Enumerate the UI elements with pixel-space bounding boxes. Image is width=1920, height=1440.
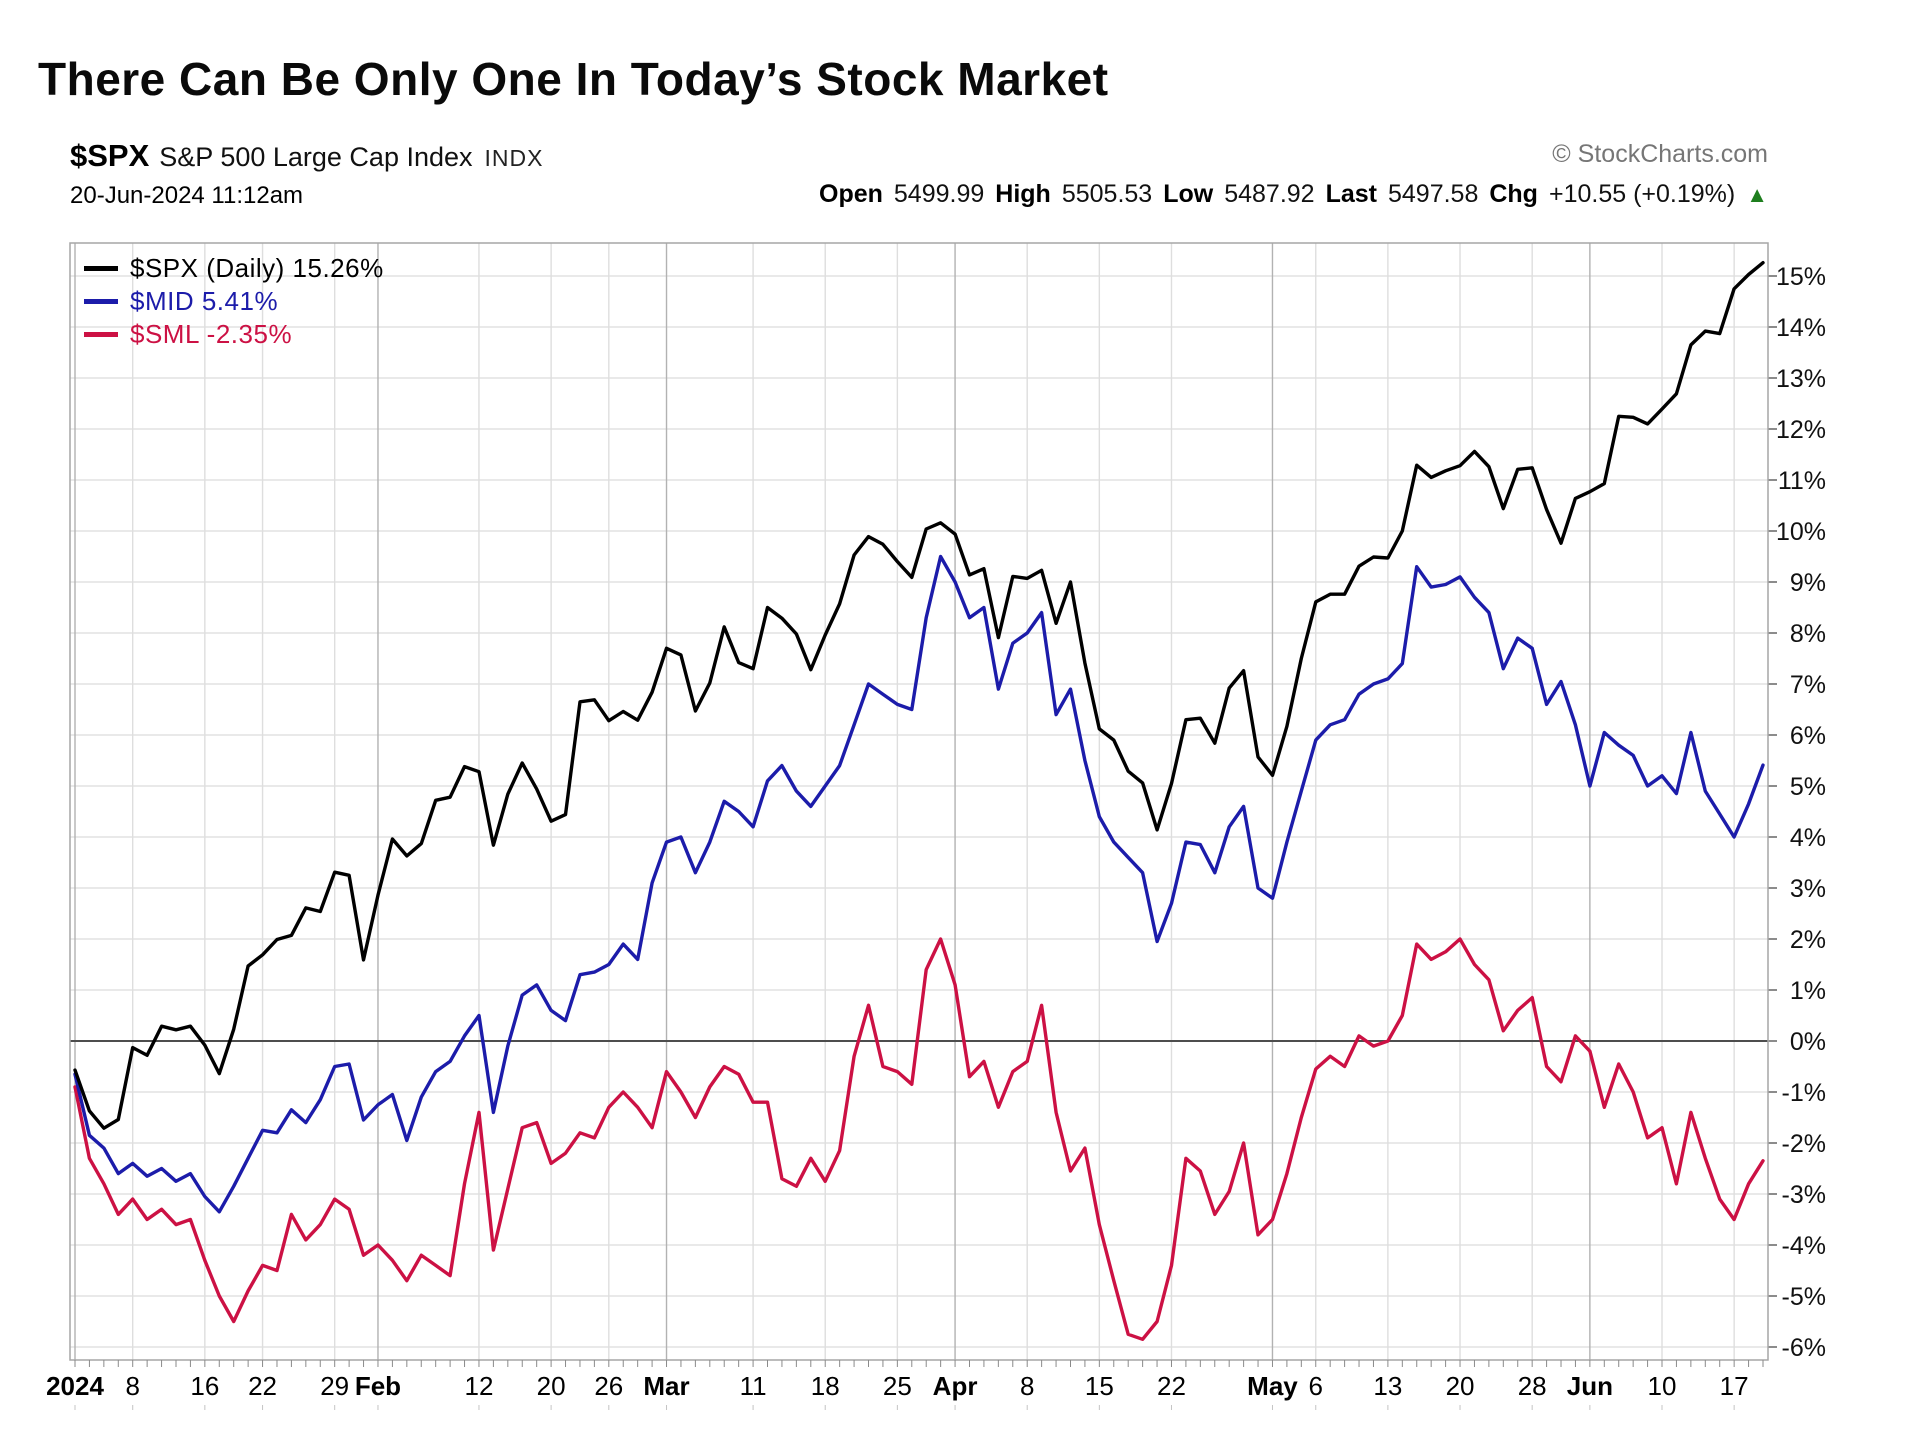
up-arrow-icon: ▲ xyxy=(1746,182,1768,207)
svg-text:-5%: -5% xyxy=(1782,1283,1826,1311)
svg-text:2%: 2% xyxy=(1790,926,1826,954)
open-value: 5499.99 xyxy=(893,180,985,208)
open-label: Open xyxy=(819,180,883,208)
svg-text:3%: 3% xyxy=(1790,875,1826,903)
legend-item-sml: $SML -2.35% xyxy=(84,318,384,351)
svg-text:12%: 12% xyxy=(1776,416,1826,444)
page-title: There Can Be Only One In Today’s Stock M… xyxy=(38,53,1109,105)
svg-text:11: 11 xyxy=(740,1371,767,1401)
svg-text:18: 18 xyxy=(811,1371,840,1401)
legend-label-sml: $SML -2.35% xyxy=(130,319,293,349)
svg-text:Mar: Mar xyxy=(643,1371,689,1401)
svg-text:1%: 1% xyxy=(1790,977,1826,1005)
svg-text:20: 20 xyxy=(537,1371,566,1401)
svg-text:6: 6 xyxy=(1309,1371,1323,1401)
high-label: High xyxy=(995,180,1051,208)
legend-item-mid: $MID 5.41% xyxy=(84,285,384,318)
chart-legend: $SPX (Daily) 15.26% $MID 5.41% $SML -2.3… xyxy=(84,252,384,351)
svg-text:16: 16 xyxy=(190,1371,219,1401)
legend-label-mid: $MID 5.41% xyxy=(130,286,279,316)
svg-text:29: 29 xyxy=(320,1371,349,1401)
svg-text:Apr: Apr xyxy=(933,1371,978,1401)
svg-text:7%: 7% xyxy=(1790,671,1826,699)
svg-text:9%: 9% xyxy=(1790,569,1826,597)
chart-header: $SPX S&P 500 Large Cap Index INDX © StockC… xyxy=(70,138,1768,173)
svg-text:25: 25 xyxy=(883,1371,912,1401)
svg-text:-6%: -6% xyxy=(1782,1334,1826,1362)
svg-text:May: May xyxy=(1247,1371,1298,1401)
svg-text:10%: 10% xyxy=(1776,518,1826,546)
high-value: 5505.53 xyxy=(1061,180,1153,208)
legend-label-spx: $SPX (Daily) 15.26% xyxy=(130,253,384,283)
legend-item-spx: $SPX (Daily) 15.26% xyxy=(84,252,384,285)
index-name: S&P 500 Large Cap Index xyxy=(159,142,473,172)
ohlc-readout: Open 5499.99 High 5505.53 Low 5487.92 La… xyxy=(819,180,1768,209)
change-value: +10.55 (+0.19%) xyxy=(1548,180,1736,208)
svg-text:8%: 8% xyxy=(1790,620,1826,648)
change-label: Chg xyxy=(1489,180,1538,208)
svg-text:Feb: Feb xyxy=(355,1371,401,1401)
mid-line-swatch-icon xyxy=(84,299,118,304)
svg-text:26: 26 xyxy=(594,1371,623,1401)
svg-text:8: 8 xyxy=(125,1371,139,1401)
quote-row: 20-Jun-2024 11:12am Open 5499.99 High 55… xyxy=(70,180,1768,210)
low-value: 5487.92 xyxy=(1224,180,1315,208)
last-label: Last xyxy=(1325,180,1377,208)
svg-text:-2%: -2% xyxy=(1782,1130,1826,1158)
svg-text:13%: 13% xyxy=(1776,365,1826,393)
svg-text:20: 20 xyxy=(1446,1371,1475,1401)
svg-text:14%: 14% xyxy=(1776,314,1826,342)
svg-text:0%: 0% xyxy=(1790,1028,1826,1056)
spx-line-swatch-icon xyxy=(84,266,118,271)
svg-text:12: 12 xyxy=(465,1371,494,1401)
svg-text:11%: 11% xyxy=(1778,467,1826,495)
exchange-label: INDX xyxy=(484,145,544,171)
svg-text:22: 22 xyxy=(1157,1371,1186,1401)
svg-text:Jun: Jun xyxy=(1567,1371,1613,1401)
svg-text:2024: 2024 xyxy=(46,1371,104,1401)
svg-text:-3%: -3% xyxy=(1782,1181,1826,1209)
svg-text:-4%: -4% xyxy=(1782,1232,1826,1260)
svg-text:22: 22 xyxy=(248,1371,277,1401)
svg-text:15%: 15% xyxy=(1776,263,1826,291)
svg-text:10: 10 xyxy=(1648,1371,1677,1401)
svg-text:5%: 5% xyxy=(1790,773,1826,801)
svg-text:-1%: -1% xyxy=(1782,1079,1826,1107)
svg-text:28: 28 xyxy=(1518,1371,1547,1401)
svg-text:13: 13 xyxy=(1373,1371,1402,1401)
low-label: Low xyxy=(1163,180,1214,208)
svg-text:15: 15 xyxy=(1085,1371,1114,1401)
svg-text:17: 17 xyxy=(1720,1371,1749,1401)
svg-text:6%: 6% xyxy=(1790,722,1826,750)
ticker-symbol: $SPX xyxy=(70,138,150,173)
sml-line-swatch-icon xyxy=(84,332,118,337)
svg-text:4%: 4% xyxy=(1790,824,1826,852)
quote-datetime: 20-Jun-2024 11:12am xyxy=(70,182,304,209)
last-value: 5497.58 xyxy=(1387,180,1479,208)
svg-text:8: 8 xyxy=(1020,1371,1034,1401)
stockcharts-credit: © StockCharts.com xyxy=(1552,140,1768,168)
